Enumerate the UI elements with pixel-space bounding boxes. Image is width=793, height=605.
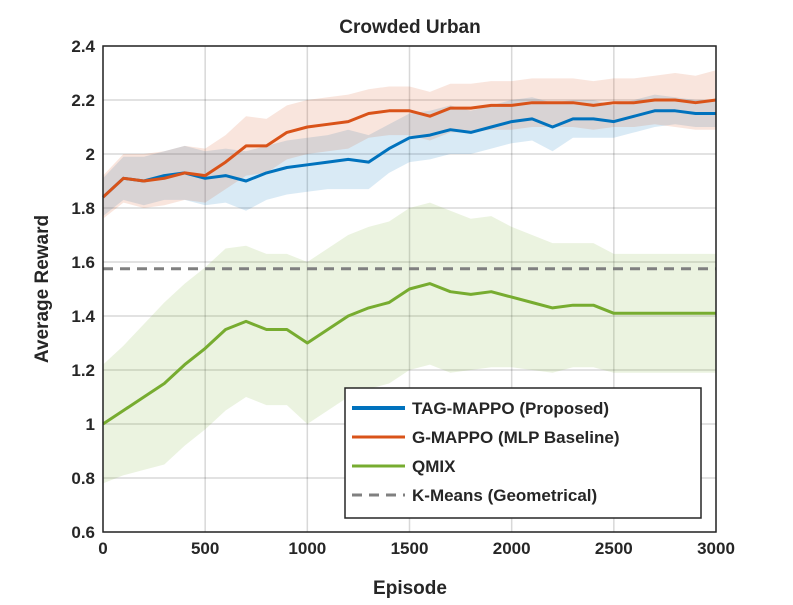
- confidence-band-0: [103, 94, 716, 217]
- y-axis-label: Average Reward: [32, 215, 53, 363]
- confidence-band-1: [103, 70, 716, 219]
- x-tick-label: 500: [191, 539, 219, 558]
- y-tick-label: 1: [86, 415, 95, 434]
- x-axis-label: Episode: [373, 578, 447, 599]
- x-tick-label: 1000: [288, 539, 326, 558]
- legend-label: K-Means (Geometrical): [412, 486, 597, 505]
- series-line-2: [102, 282, 716, 426]
- series-line-1: [101, 98, 717, 199]
- axes-box: [102, 45, 717, 533]
- y-tick-label: 0.8: [71, 469, 95, 488]
- chart-title: Crowded Urban: [339, 17, 480, 38]
- y-tick-label: 2: [86, 145, 95, 164]
- y-tick-label: 1.4: [71, 307, 95, 326]
- series-line-0: [101, 109, 716, 199]
- y-tick-label: 0.6: [71, 523, 95, 542]
- x-tick-label: 2500: [595, 539, 633, 558]
- y-tick-label: 1.2: [71, 361, 95, 380]
- legend-label: QMIX: [412, 457, 456, 476]
- x-tick-label: 3000: [697, 539, 735, 558]
- legend-label: TAG-MAPPO (Proposed): [412, 399, 609, 418]
- confidence-band-2: [103, 202, 716, 484]
- x-tick-label: 2000: [493, 539, 531, 558]
- y-tick-label: 2.4: [71, 37, 95, 56]
- y-tick-label: 2.2: [71, 91, 95, 110]
- x-tick-label: 1500: [391, 539, 429, 558]
- x-tick-label: 0: [98, 539, 107, 558]
- y-tick-label: 1.6: [71, 253, 95, 272]
- y-tick-label: 1.8: [71, 199, 95, 218]
- legend-label: G-MAPPO (MLP Baseline): [412, 428, 620, 447]
